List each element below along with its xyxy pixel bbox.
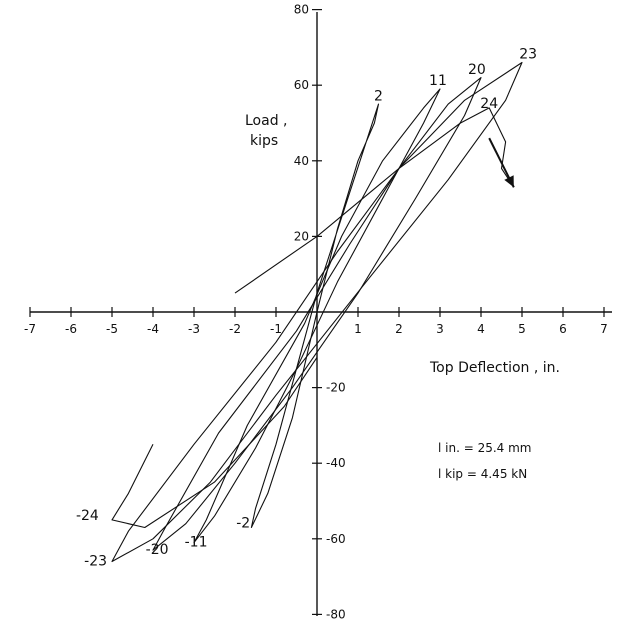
x-tick-label: 5 <box>518 322 526 336</box>
conversion-note-force: l kip = 4.45 kN <box>438 467 527 481</box>
cycle-label: 11 <box>429 73 447 89</box>
x-tick-label: -1 <box>270 322 282 336</box>
cycle-label: -2 <box>236 515 250 531</box>
x-tick-label: 7 <box>600 322 608 336</box>
y-axis-label-line1: Load , <box>245 113 288 129</box>
x-tick-label: 3 <box>436 322 444 336</box>
arrow-head <box>504 175 514 188</box>
hysteresis-loops <box>111 61 523 563</box>
cycle-label: -20 <box>146 542 169 558</box>
cycle-label: 2 <box>374 88 383 104</box>
cycle-label: 23 <box>519 47 537 63</box>
x-tick-label: -5 <box>106 322 118 336</box>
deflection-arrow <box>488 137 515 188</box>
x-tick-label: -7 <box>24 322 36 336</box>
y-ticks <box>312 9 322 616</box>
y-tick-label: -60 <box>326 532 346 546</box>
x-tick-label: 6 <box>559 322 567 336</box>
x-tick-label: -2 <box>229 322 241 336</box>
x-ticks <box>29 307 605 317</box>
x-tick-label: -6 <box>65 322 77 336</box>
x-tick-label: -4 <box>147 322 159 336</box>
x-tick-label: 2 <box>395 322 403 336</box>
loop-series-3 <box>111 61 523 563</box>
loop-series-5 <box>111 357 318 529</box>
cycle-label: -23 <box>84 553 107 569</box>
y-axis-label-line2: kips <box>250 133 278 149</box>
x-axis-label: Top Deflection , in. <box>429 360 560 376</box>
y-tick-label: 40 <box>294 154 309 168</box>
y-tick-label: -20 <box>326 381 346 395</box>
loop-series-1 <box>193 88 441 544</box>
x-tick-labels: -7 -6 -5 -4 -3 -2 -1 1 2 3 4 5 6 7 <box>24 322 608 336</box>
cycle-label: 20 <box>468 62 486 78</box>
loop-series-2 <box>152 77 482 551</box>
y-tick-label: -80 <box>326 607 346 621</box>
y-tick-labels: 80 60 40 20 -20 -40 -60 -80 <box>294 3 346 622</box>
cycle-label: -11 <box>185 534 208 550</box>
x-tick-label: 4 <box>477 322 485 336</box>
cycle-label: 24 <box>480 96 498 112</box>
y-tick-label: -40 <box>326 456 346 470</box>
x-tick-label: -3 <box>188 322 200 336</box>
y-tick-label: 20 <box>294 229 309 243</box>
conversion-note-length: l in. = 25.4 mm <box>438 441 532 455</box>
cycle-label: -24 <box>76 508 99 524</box>
loop-series-0 <box>250 103 380 529</box>
x-tick-label: 1 <box>354 322 362 336</box>
y-tick-label: 60 <box>294 78 309 92</box>
y-tick-label: 80 <box>294 3 309 17</box>
